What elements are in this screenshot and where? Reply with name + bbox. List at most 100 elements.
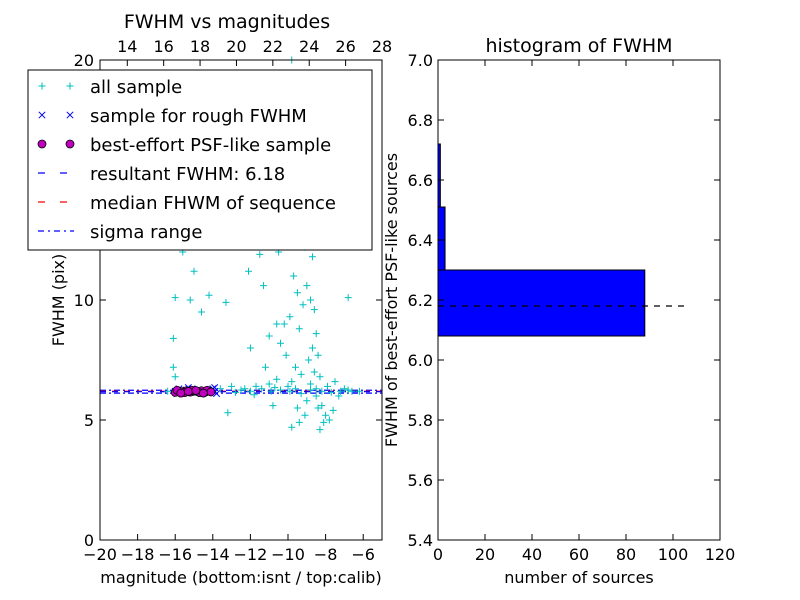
scatter-point-all-sample bbox=[318, 387, 326, 395]
legend-marker-all-sample bbox=[66, 82, 74, 90]
scatter-x-tick-label: −12 bbox=[234, 545, 268, 564]
scatter-point-all-sample bbox=[322, 411, 330, 419]
histogram-y-tick-label: 6.2 bbox=[408, 291, 433, 310]
legend-marker-rough-sample bbox=[66, 111, 74, 119]
scatter-point-all-sample bbox=[241, 385, 249, 393]
histogram-y-tick-labels: 5.4 5.6 5.8 6.0 6.2 6.4 6.6 6.8 7.0 bbox=[408, 51, 433, 550]
scatter-point-all-sample bbox=[273, 375, 281, 383]
scatter-point-all-sample bbox=[205, 291, 213, 299]
scatter-point-all-sample bbox=[293, 404, 301, 412]
scatter-point-all-sample bbox=[293, 289, 301, 297]
scatter-point-all-sample bbox=[307, 386, 315, 394]
scatter-point-all-sample bbox=[355, 387, 363, 395]
scatter-point-all-sample bbox=[164, 387, 172, 395]
scatter-point-all-sample bbox=[228, 382, 236, 390]
histogram-y-tick-label: 6.0 bbox=[408, 351, 433, 370]
scatter-point-all-sample bbox=[307, 296, 315, 304]
scatter-x-tick-label: −18 bbox=[121, 545, 155, 564]
scatter-point-all-sample bbox=[273, 320, 281, 328]
scatter-point-all-sample bbox=[337, 387, 345, 395]
scatter-point-all-sample bbox=[198, 308, 206, 316]
scatter-point-all-sample bbox=[224, 409, 232, 417]
scatter-point-all-sample bbox=[320, 418, 328, 426]
scatter-point-all-sample bbox=[276, 339, 284, 347]
scatter-point-all-sample bbox=[312, 392, 320, 400]
histogram-panel: histogram of FWHM 0 20 40 60 80 100 120 5.4 5.6… bbox=[382, 35, 735, 587]
histogram-bars bbox=[437, 143, 646, 337]
scatter-point-all-sample bbox=[305, 356, 313, 364]
histogram-x-tick-label: 80 bbox=[616, 545, 636, 564]
scatter-point-all-sample bbox=[323, 382, 331, 390]
scatter-top-tick-label: 24 bbox=[299, 37, 319, 56]
histogram-x-tick-label: 40 bbox=[522, 545, 542, 564]
histogram-title: histogram of FWHM bbox=[485, 35, 672, 57]
scatter-point-all-sample bbox=[282, 351, 290, 359]
scatter-point-all-sample bbox=[325, 416, 333, 424]
scatter-top-tick-label: 28 bbox=[372, 37, 392, 56]
legend-label-best-sample: best-effort PSF-like sample bbox=[90, 135, 331, 156]
scatter-legend: all sample sample for rough FWHM best-ef… bbox=[27, 69, 373, 251]
histogram-y-tick-label: 5.6 bbox=[408, 471, 433, 490]
histogram-x-tick-label: 120 bbox=[705, 545, 736, 564]
scatter-point-all-sample bbox=[171, 373, 179, 381]
scatter-x-tick-label: −20 bbox=[83, 545, 117, 564]
scatter-point-all-sample bbox=[250, 391, 258, 399]
scatter-point-all-sample bbox=[316, 373, 324, 381]
scatter-point-all-sample bbox=[295, 418, 303, 426]
scatter-x-tick-label: −8 bbox=[314, 545, 338, 564]
legend-label-all-sample: all sample bbox=[90, 77, 182, 98]
scatter-point-all-sample bbox=[269, 402, 277, 410]
scatter-point-all-sample bbox=[231, 388, 239, 396]
legend-label-rough-sample: sample for rough FWHM bbox=[90, 106, 307, 127]
legend-label-median-fwhm: median FHWM of sequence bbox=[90, 193, 336, 214]
legend-label-sigma-range: sigma range bbox=[90, 222, 202, 243]
scatter-point-all-sample bbox=[292, 363, 300, 371]
scatter-point-all-sample bbox=[295, 325, 303, 333]
histogram-y-axis-label: FWHM of best-effort PSF-like sources bbox=[382, 153, 401, 447]
scatter-point-all-sample bbox=[308, 253, 316, 261]
histogram-frame bbox=[437, 59, 721, 541]
histogram-y-tick-label: 6.4 bbox=[408, 231, 433, 250]
scatter-point-best-sample bbox=[191, 386, 201, 395]
scatter-top-tick-label: 18 bbox=[190, 37, 210, 56]
scatter-point-all-sample bbox=[190, 267, 198, 275]
scatter-point-all-sample bbox=[256, 250, 264, 258]
legend-marker-best-sample bbox=[37, 139, 47, 149]
scatter-top-tick-label: 14 bbox=[117, 37, 137, 56]
scatter-point-all-sample bbox=[186, 296, 194, 304]
scatter-point-all-sample bbox=[297, 390, 305, 398]
scatter-point-all-sample bbox=[169, 334, 177, 342]
histogram-y-tick-label: 5.8 bbox=[408, 411, 433, 430]
scatter-y-tick-label: 10 bbox=[74, 291, 94, 310]
scatter-point-all-sample bbox=[290, 272, 298, 280]
legend-marker-all-sample bbox=[38, 82, 46, 90]
scatter-point-all-sample bbox=[335, 392, 343, 400]
scatter-point-all-sample bbox=[267, 387, 275, 395]
scatter-top-tick-label: 20 bbox=[226, 37, 246, 56]
histogram-x-tick-labels: 0 20 40 60 80 100 120 bbox=[433, 545, 735, 564]
scatter-y-tick-label: 0 bbox=[84, 531, 94, 550]
histogram-x-tick-label: 60 bbox=[569, 545, 589, 564]
scatter-point-all-sample bbox=[286, 313, 294, 321]
scatter-x-tick-label: −6 bbox=[351, 545, 375, 564]
scatter-point-all-sample bbox=[329, 406, 337, 414]
scatter-x-tick-label: −14 bbox=[196, 545, 230, 564]
scatter-point-all-sample bbox=[288, 378, 296, 386]
scatter-top-tick-label: 26 bbox=[335, 37, 355, 56]
scatter-point-all-sample bbox=[303, 282, 311, 290]
scatter-point-all-sample bbox=[265, 332, 273, 340]
histogram-y-tick-label: 5.4 bbox=[408, 531, 433, 550]
scatter-point-best-sample bbox=[198, 388, 208, 398]
scatter-point-all-sample bbox=[310, 306, 318, 314]
scatter-point-all-sample bbox=[286, 387, 294, 395]
scatter-point-all-sample bbox=[261, 363, 269, 371]
scatter-point-all-sample bbox=[265, 380, 273, 388]
scatter-point-best-sample bbox=[183, 387, 193, 396]
scatter-point-all-sample bbox=[246, 344, 254, 352]
scatter-point-all-sample bbox=[308, 344, 316, 352]
scatter-point-all-sample bbox=[169, 363, 177, 371]
histogram-y-tick-label: 6.8 bbox=[408, 111, 433, 130]
scatter-point-all-sample bbox=[299, 301, 307, 309]
histogram-x-tick-label: 100 bbox=[658, 545, 689, 564]
